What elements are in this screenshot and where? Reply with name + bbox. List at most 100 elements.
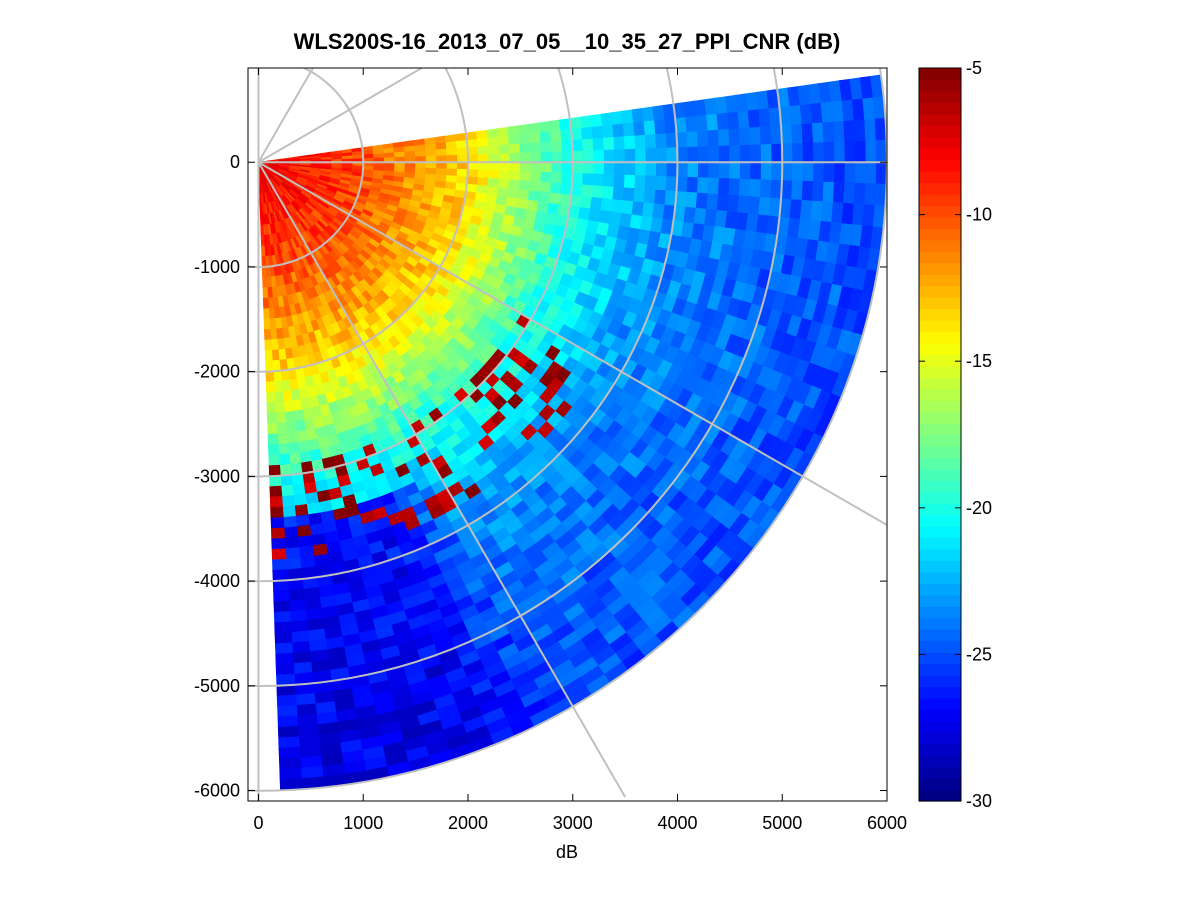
colorbar-step [919, 91, 961, 103]
data-cell [510, 162, 521, 171]
data-cell [488, 145, 499, 154]
data-cell [855, 141, 866, 162]
data-cell [415, 145, 426, 152]
data-cell [468, 162, 479, 170]
data-cell [654, 190, 666, 205]
colorbar-step [919, 114, 961, 126]
data-cell [519, 181, 530, 191]
data-cell [666, 177, 677, 192]
data-cell [802, 124, 813, 144]
data-cell [603, 174, 614, 187]
data-cell [635, 175, 646, 189]
data-cell [530, 172, 541, 182]
data-cell [260, 215, 263, 226]
y-tick-label: -5000 [194, 676, 240, 696]
data-cell [457, 169, 468, 177]
data-cell [802, 181, 813, 201]
data-cell [688, 162, 699, 177]
x-tick-label: 1000 [343, 813, 383, 833]
data-cell [272, 538, 286, 549]
x-tick-label: 4000 [657, 813, 697, 833]
data-cell [278, 705, 298, 717]
data-cell [761, 162, 772, 180]
data-cell [590, 197, 602, 210]
data-cell [740, 145, 751, 162]
data-cell [582, 139, 593, 151]
data-cell [580, 196, 592, 209]
data-cell [684, 207, 696, 223]
data-cell [614, 162, 625, 175]
data-cell [529, 181, 540, 192]
colorbar-step [919, 423, 961, 435]
data-cell [296, 430, 307, 442]
colorbar-step [919, 286, 961, 298]
data-cell [404, 146, 415, 152]
data-cell [447, 148, 458, 155]
data-cell [436, 149, 447, 156]
data-cell [295, 420, 306, 432]
data-cell [272, 559, 287, 570]
data-cell [642, 203, 654, 218]
data-cell [644, 189, 656, 204]
colorbar-tick-label: -20 [966, 498, 992, 518]
data-cell [529, 133, 540, 144]
data-cell [499, 171, 510, 180]
data-cell [854, 183, 866, 205]
data-cell [717, 194, 729, 211]
data-cell [294, 662, 313, 674]
colorbar-step [919, 572, 961, 584]
data-cell [264, 329, 271, 340]
data-cell [821, 102, 833, 123]
data-cell [298, 441, 310, 453]
data-cell [666, 133, 677, 148]
data-cell [866, 162, 877, 184]
data-cell [286, 422, 297, 434]
colorbar-step [919, 366, 961, 378]
data-cell [279, 359, 287, 370]
data-cell [833, 182, 845, 203]
data-cell [509, 171, 520, 181]
colorbar-step [919, 377, 961, 389]
data-cell [772, 162, 783, 180]
data-cell [656, 148, 667, 162]
data-cell [625, 162, 636, 175]
y-tick-label: 0 [230, 152, 240, 172]
data-cell [269, 319, 276, 330]
data-cell [509, 144, 520, 154]
data-cell [468, 147, 479, 155]
data-cell [739, 128, 750, 145]
data-cell [498, 136, 509, 145]
colorbar-step [919, 515, 961, 527]
data-cell [677, 162, 688, 177]
data-cell [528, 123, 540, 134]
data-cell [268, 444, 279, 455]
data-cell [813, 143, 824, 163]
data-cell [477, 178, 488, 187]
data-cell [275, 391, 284, 402]
data-cell [274, 381, 283, 392]
data-cell [550, 131, 561, 142]
data-cell [573, 162, 584, 173]
data-cell [729, 179, 740, 196]
data-cell [623, 123, 635, 137]
colorbar [919, 68, 961, 802]
data-cell [509, 135, 520, 145]
x-tick-label: 6000 [867, 813, 907, 833]
data-cell [592, 186, 603, 199]
data-cell [276, 674, 295, 685]
data-cell [283, 506, 296, 518]
data-cell [593, 174, 604, 186]
colorbar-step [919, 457, 961, 469]
data-cell [263, 298, 269, 309]
data-cell [272, 350, 280, 361]
data-cell [562, 173, 573, 184]
colorbar-step [919, 549, 961, 561]
colorbar-step [919, 194, 961, 206]
data-cell [446, 141, 457, 149]
colorbar-step [919, 538, 961, 550]
data-cell [520, 143, 531, 153]
data-cell [823, 122, 835, 142]
colorbar-step [919, 400, 961, 412]
data-cell [520, 162, 531, 172]
data-cell [275, 622, 292, 633]
